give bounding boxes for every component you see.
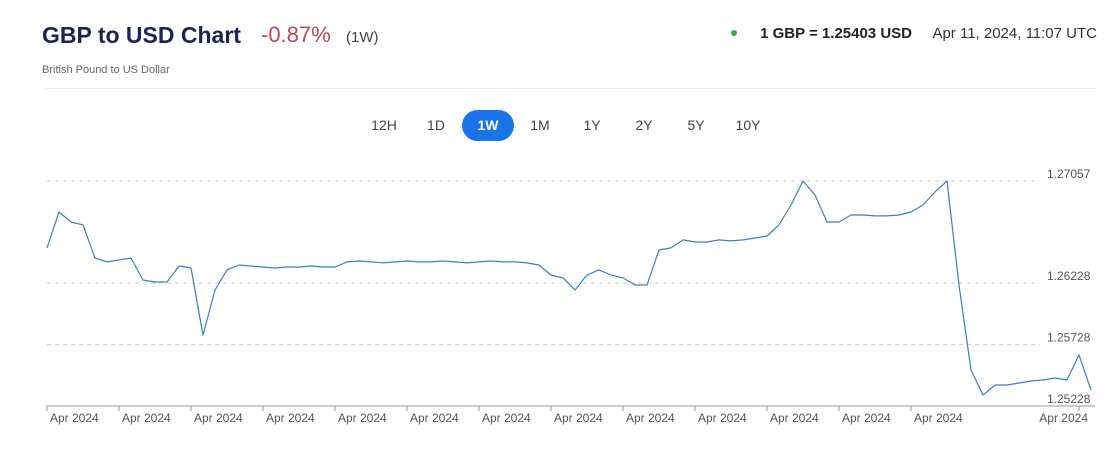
title: GBP to USD Chart bbox=[42, 22, 241, 48]
subtitle: British Pound to US Dollar bbox=[42, 64, 170, 76]
range-button[interactable]: 1D bbox=[427, 117, 445, 133]
y-tick-label: 1.25228 bbox=[1047, 392, 1091, 406]
range-button[interactable]: 1M bbox=[530, 117, 550, 133]
range-buttons: 12H 1D 1W 1M 1Y 2Y 5Y 10Y bbox=[358, 110, 774, 141]
x-tick-label: Apr 2024 bbox=[122, 411, 171, 425]
x-tick-label: Apr 2024 bbox=[698, 411, 747, 425]
y-tick-label: 1.25728 bbox=[1047, 330, 1091, 344]
x-tick-label: Apr 2024 bbox=[410, 411, 459, 425]
x-tick-label: Apr 2024 bbox=[626, 411, 675, 425]
change: -0.87% bbox=[261, 22, 331, 47]
x-tick-label: Apr 2024 bbox=[50, 411, 99, 425]
x-tick-label: Apr 2024 bbox=[842, 411, 891, 425]
x-tick-label: Apr 2024 bbox=[338, 411, 387, 425]
x-tick-label: Apr 2024 bbox=[1039, 411, 1088, 425]
range-button[interactable]: 2Y bbox=[635, 117, 653, 133]
range-button[interactable]: 5Y bbox=[687, 117, 705, 133]
divider bbox=[42, 88, 1097, 89]
y-tick-label: 1.26228 bbox=[1047, 269, 1091, 283]
range-button[interactable]: 10Y bbox=[735, 117, 761, 133]
period: (1W) bbox=[346, 29, 379, 46]
x-tick-label: Apr 2024 bbox=[482, 411, 531, 425]
x-tick-label: Apr 2024 bbox=[770, 411, 819, 425]
status-dot bbox=[731, 30, 737, 36]
price-line bbox=[46, 180, 1092, 396]
x-tick-label: Apr 2024 bbox=[554, 411, 603, 425]
x-tick-label: Apr 2024 bbox=[914, 411, 963, 425]
rate: 1 GBP = 1.25403 USD bbox=[760, 25, 912, 42]
timestamp: Apr 11, 2024, 11:07 UTC bbox=[932, 25, 1097, 42]
range-button[interactable]: 12H bbox=[371, 117, 397, 133]
x-tick-label: Apr 2024 bbox=[266, 411, 315, 425]
y-tick-label: 1.27057 bbox=[1047, 167, 1091, 181]
range-button[interactable]: 1Y bbox=[583, 117, 601, 133]
x-tick-label: Apr 2024 bbox=[194, 411, 243, 425]
range-button[interactable]: 1W bbox=[462, 110, 514, 141]
